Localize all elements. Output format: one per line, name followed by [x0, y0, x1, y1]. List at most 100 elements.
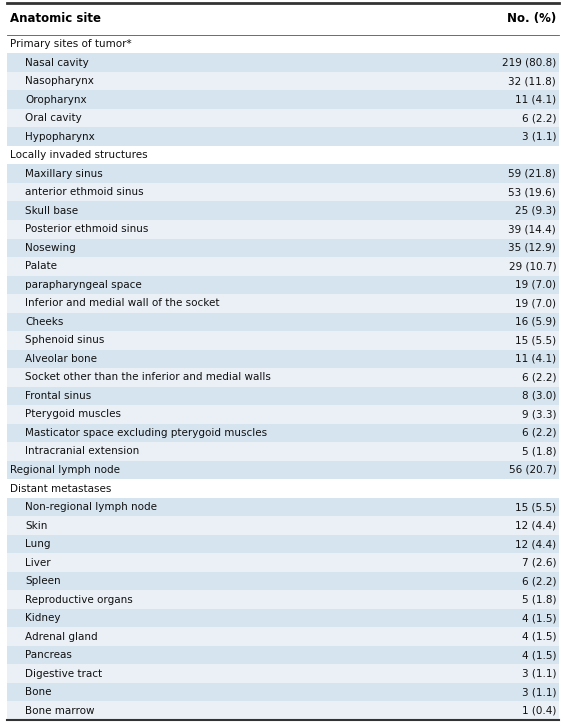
Bar [7, 368, 559, 387]
Bar [7, 54, 559, 72]
Bar [7, 294, 559, 312]
Text: 9 (3.3): 9 (3.3) [522, 409, 556, 419]
Bar [7, 479, 559, 497]
Text: 59 (21.8): 59 (21.8) [508, 168, 556, 179]
Text: 5 (1.8): 5 (1.8) [522, 594, 556, 604]
Text: 35 (12.9): 35 (12.9) [508, 243, 556, 253]
Text: 29 (10.7): 29 (10.7) [508, 261, 556, 271]
Text: Oral cavity: Oral cavity [25, 113, 82, 123]
Text: Pancreas: Pancreas [25, 650, 72, 660]
Bar [7, 628, 559, 646]
Text: 3 (1.1): 3 (1.1) [522, 132, 556, 142]
Text: parapharyngeal space: parapharyngeal space [25, 280, 142, 290]
Text: 5 (1.8): 5 (1.8) [522, 447, 556, 456]
Text: 11 (4.1): 11 (4.1) [515, 354, 556, 364]
Text: Primary sites of tumor*: Primary sites of tumor* [10, 39, 131, 49]
Bar [7, 239, 559, 257]
Text: Locally invaded structures: Locally invaded structures [10, 150, 148, 161]
Bar [7, 461, 559, 479]
Text: 12 (4.4): 12 (4.4) [515, 539, 556, 549]
Text: Nosewing: Nosewing [25, 243, 76, 253]
Bar [7, 312, 559, 331]
Text: Nasopharynx: Nasopharynx [25, 76, 94, 86]
Bar [7, 257, 559, 275]
Text: Skin: Skin [25, 521, 48, 531]
Bar [7, 591, 559, 609]
Bar [7, 701, 559, 720]
Text: 25 (9.3): 25 (9.3) [515, 206, 556, 215]
Bar [7, 109, 559, 127]
Text: Digestive tract: Digestive tract [25, 669, 102, 679]
Bar [7, 535, 559, 553]
Text: 56 (20.7): 56 (20.7) [508, 465, 556, 475]
Text: 6 (2.2): 6 (2.2) [522, 113, 556, 123]
Text: Sphenoid sinus: Sphenoid sinus [25, 335, 105, 346]
Text: 1 (0.4): 1 (0.4) [522, 706, 556, 716]
Bar [7, 220, 559, 239]
Text: Non-regional lymph node: Non-regional lymph node [25, 502, 157, 512]
Bar [7, 664, 559, 683]
Text: Reproductive organs: Reproductive organs [25, 594, 133, 604]
Bar [7, 424, 559, 442]
Text: Distant metastases: Distant metastases [10, 484, 111, 494]
Bar [7, 72, 559, 90]
Bar [7, 442, 559, 461]
Text: Palate: Palate [25, 261, 57, 271]
Bar [7, 497, 559, 516]
Text: 15 (5.5): 15 (5.5) [515, 502, 556, 512]
Bar [7, 516, 559, 535]
Text: Pterygoid muscles: Pterygoid muscles [25, 409, 121, 419]
Bar [7, 127, 559, 146]
Bar [7, 405, 559, 424]
Bar [7, 90, 559, 109]
Bar [7, 331, 559, 350]
Bar [7, 572, 559, 591]
Text: 19 (7.0): 19 (7.0) [515, 280, 556, 290]
Text: Nasal cavity: Nasal cavity [25, 58, 89, 67]
Text: No. (%): No. (%) [507, 12, 556, 25]
Text: 8 (3.0): 8 (3.0) [522, 391, 556, 401]
Text: 16 (5.9): 16 (5.9) [515, 317, 556, 327]
Text: 15 (5.5): 15 (5.5) [515, 335, 556, 346]
Text: 6 (2.2): 6 (2.2) [522, 428, 556, 438]
Text: Posterior ethmoid sinus: Posterior ethmoid sinus [25, 224, 148, 234]
Text: 7 (2.6): 7 (2.6) [522, 557, 556, 568]
Text: Kidney: Kidney [25, 613, 61, 623]
Text: 19 (7.0): 19 (7.0) [515, 299, 556, 308]
Text: 32 (11.8): 32 (11.8) [508, 76, 556, 86]
Bar [7, 146, 559, 164]
Text: anterior ethmoid sinus: anterior ethmoid sinus [25, 187, 144, 197]
Bar [7, 553, 559, 572]
Bar [7, 35, 559, 54]
Text: Bone marrow: Bone marrow [25, 706, 95, 716]
Text: 3 (1.1): 3 (1.1) [522, 688, 556, 697]
Text: 4 (1.5): 4 (1.5) [522, 632, 556, 642]
Text: Cheeks: Cheeks [25, 317, 63, 327]
Bar [7, 350, 559, 368]
Text: Frontal sinus: Frontal sinus [25, 391, 91, 401]
Text: Anatomic site: Anatomic site [10, 12, 101, 25]
Text: Maxillary sinus: Maxillary sinus [25, 168, 103, 179]
Text: 11 (4.1): 11 (4.1) [515, 95, 556, 105]
Bar [7, 275, 559, 294]
Text: 12 (4.4): 12 (4.4) [515, 521, 556, 531]
Bar [7, 3, 559, 35]
Text: Oropharynx: Oropharynx [25, 95, 87, 105]
Text: Skull base: Skull base [25, 206, 78, 215]
Text: 53 (19.6): 53 (19.6) [508, 187, 556, 197]
Text: Intracranial extension: Intracranial extension [25, 447, 139, 456]
Text: Bone: Bone [25, 688, 52, 697]
Bar [7, 387, 559, 405]
Text: Liver: Liver [25, 557, 51, 568]
Text: 3 (1.1): 3 (1.1) [522, 669, 556, 679]
Text: Hypopharynx: Hypopharynx [25, 132, 95, 142]
Bar [7, 202, 559, 220]
Text: 4 (1.5): 4 (1.5) [522, 613, 556, 623]
Text: Regional lymph node: Regional lymph node [10, 465, 120, 475]
Text: Spleen: Spleen [25, 576, 61, 586]
Text: Alveolar bone: Alveolar bone [25, 354, 97, 364]
Text: Socket other than the inferior and medial walls: Socket other than the inferior and media… [25, 372, 271, 382]
Text: Adrenal gland: Adrenal gland [25, 632, 98, 642]
Text: 219 (80.8): 219 (80.8) [502, 58, 556, 67]
Bar [7, 646, 559, 664]
